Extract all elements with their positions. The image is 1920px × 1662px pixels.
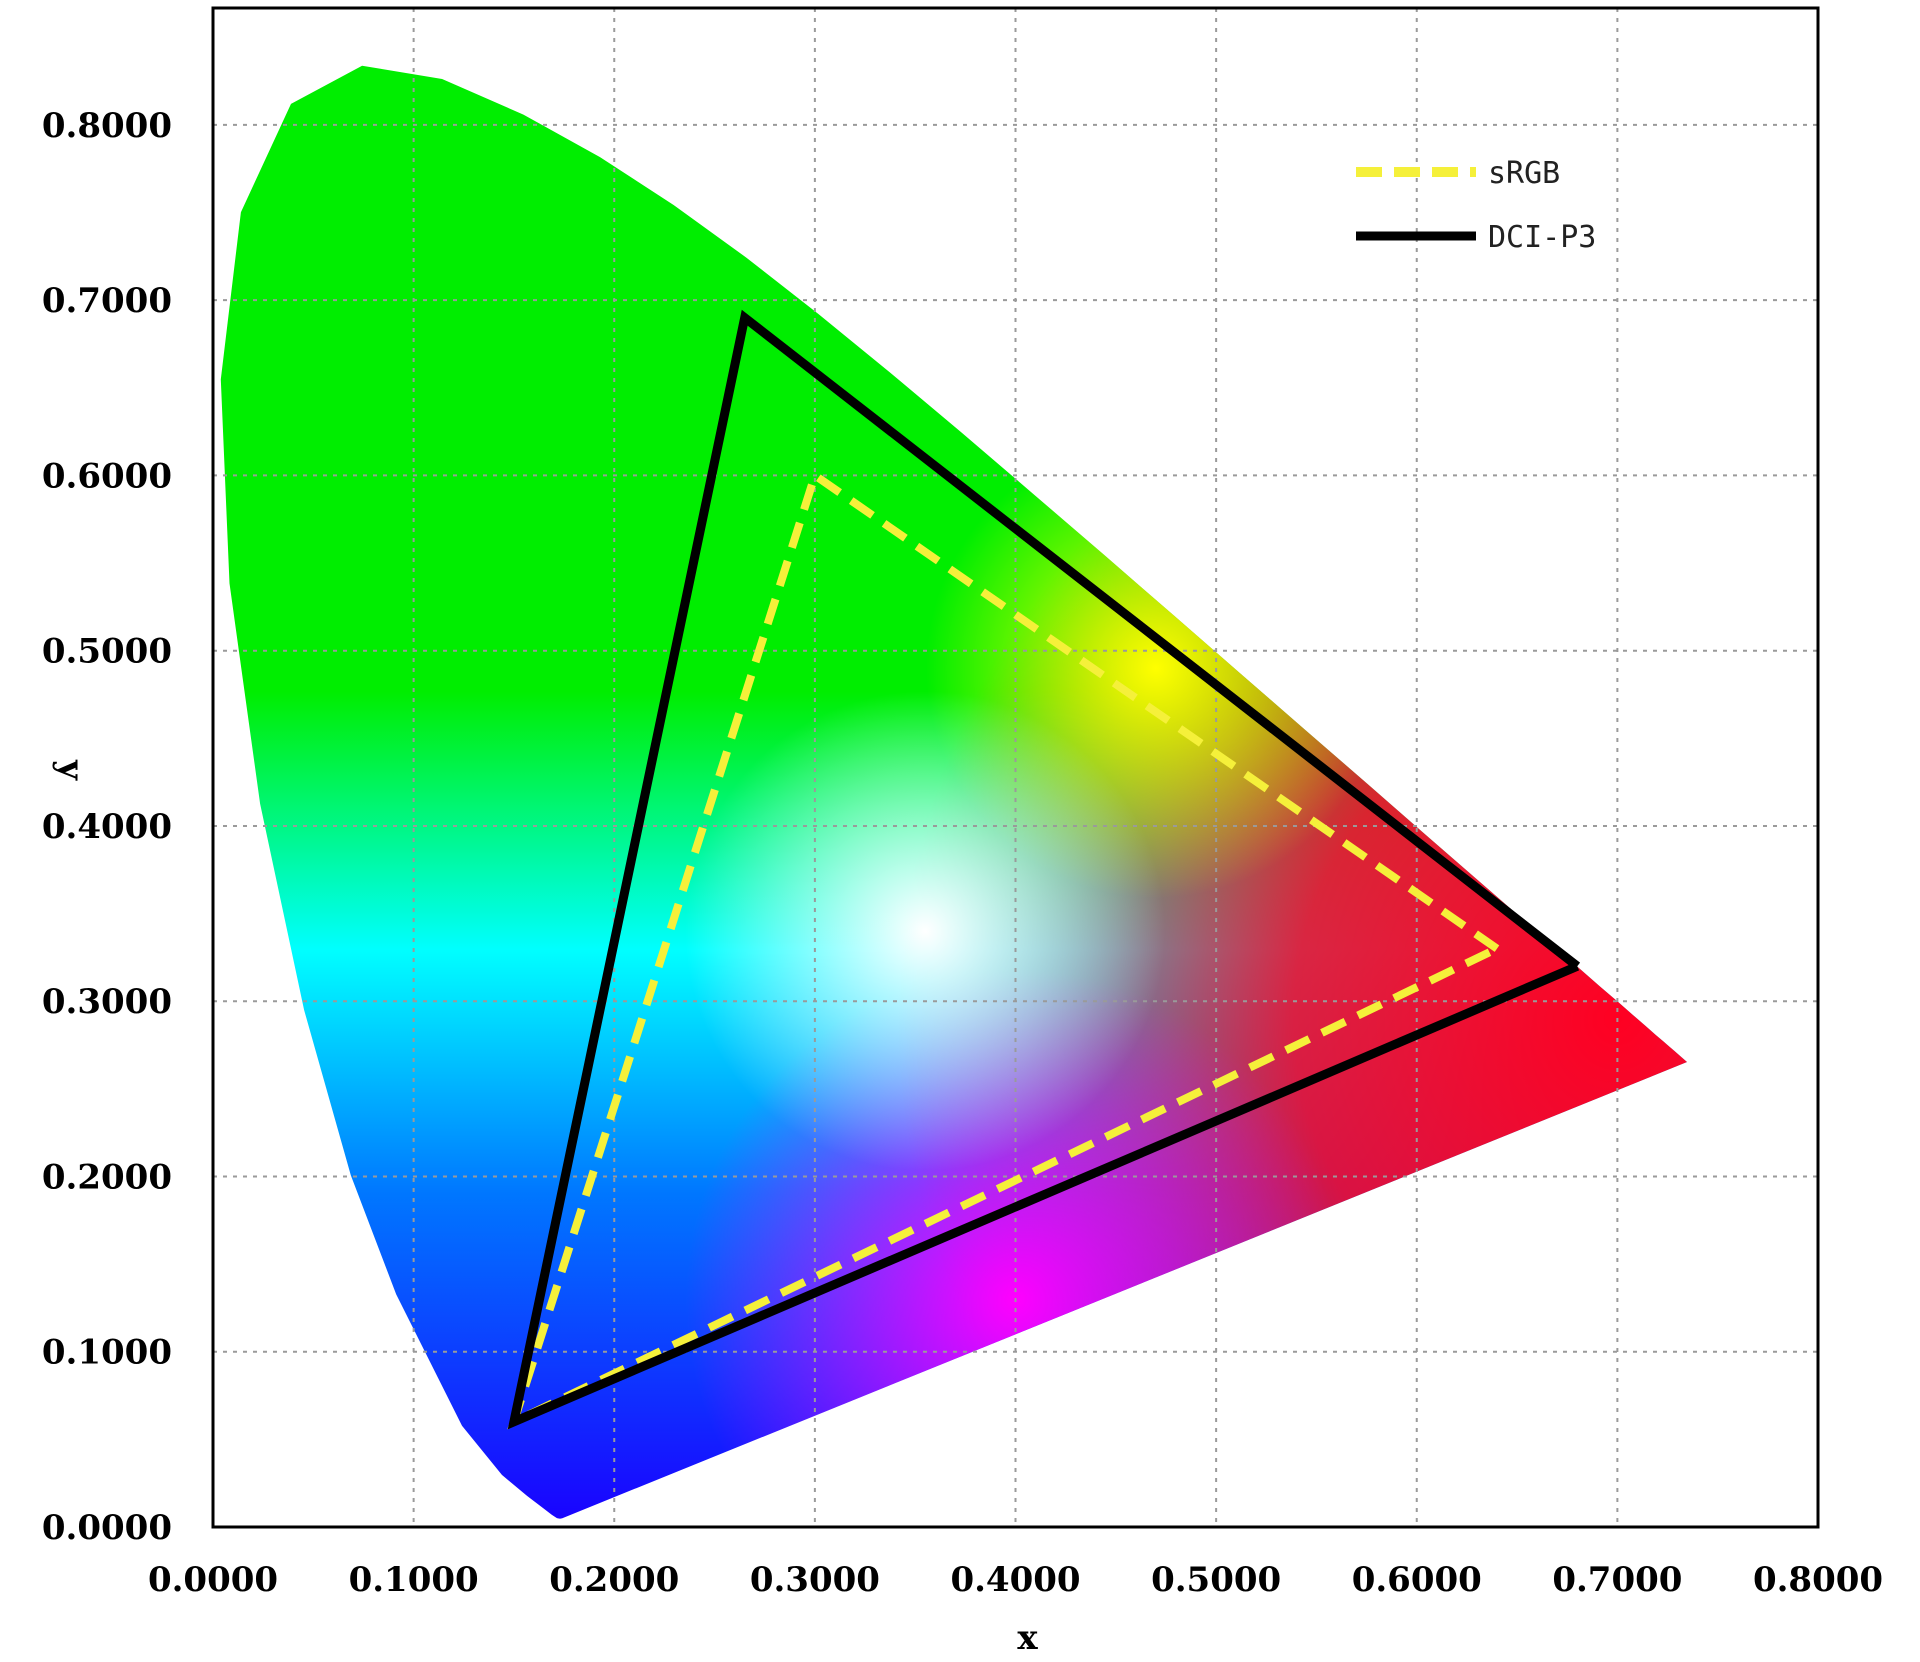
y-tick-label: 0.4000 — [42, 807, 172, 847]
y-tick-label: 0.2000 — [42, 1157, 172, 1197]
y-tick-label: 0.7000 — [42, 281, 172, 321]
x-tick-label: 0.5000 — [1151, 1560, 1281, 1600]
x-tick-label: 0.7000 — [1552, 1560, 1682, 1600]
y-axis-label: y — [51, 759, 91, 781]
y-tick-label: 0.5000 — [42, 632, 172, 672]
x-tick-label: 0.2000 — [549, 1560, 679, 1600]
x-tick-label: 0.8000 — [1753, 1560, 1883, 1600]
x-tick-label: 0.6000 — [1352, 1560, 1482, 1600]
x-tick-label: 0.4000 — [950, 1560, 1080, 1600]
x-tick-labels: 0.0000 0.1000 0.2000 0.3000 0.4000 0.5000 0.60… — [148, 1560, 1883, 1600]
x-tick-label: 0.1000 — [349, 1560, 479, 1600]
x-axis-label: x — [1017, 1618, 1038, 1657]
y-tick-label: 0.3000 — [42, 982, 172, 1022]
series-srgb-triangle — [507, 469, 1500, 1430]
x-tick-label: 0.0000 — [148, 1560, 278, 1600]
x-tick-label: 0.3000 — [750, 1560, 880, 1600]
series-dci-p3-triangle — [507, 309, 1581, 1430]
legend: sRGB DCI-P3 — [1356, 156, 1596, 255]
plot-frame — [211, 6, 1820, 1529]
y-tick-labels: 0.0000 0.1000 0.2000 0.3000 0.4000 0.5000 0.60… — [42, 106, 172, 1548]
y-tick-label: 0.8000 — [42, 106, 172, 146]
legend-label-dci-p3: DCI-P3 — [1488, 220, 1596, 255]
y-tick-label: 0.6000 — [42, 456, 172, 496]
y-tick-label: 0.0000 — [42, 1508, 172, 1548]
series-layer — [507, 309, 1581, 1430]
y-tick-label: 0.1000 — [42, 1333, 172, 1373]
legend-label-srgb: sRGB — [1488, 156, 1560, 191]
